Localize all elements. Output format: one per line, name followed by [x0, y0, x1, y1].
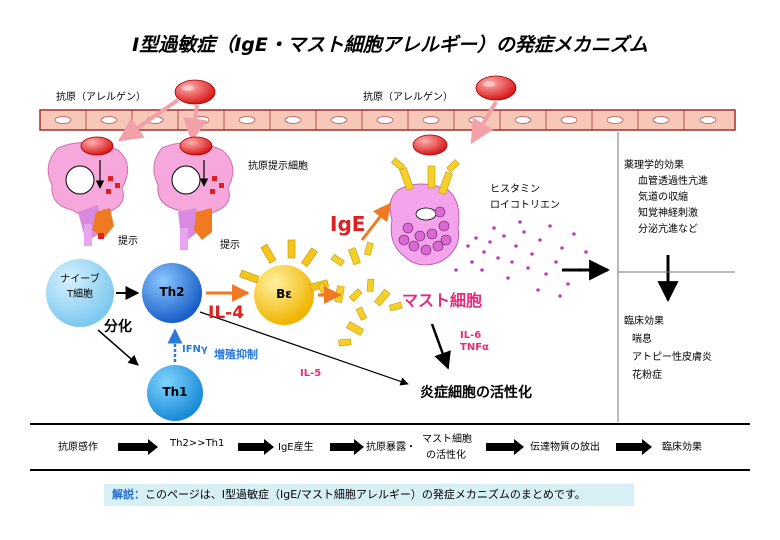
il4-label: IL-4	[208, 303, 245, 323]
antigen-presenting-cell-1	[47, 136, 129, 246]
arrow-th2-to-inflammation	[199, 311, 409, 386]
clinical-item-0: 喘息	[632, 334, 652, 345]
flow-arrows	[118, 439, 652, 455]
flow-step-th2: Th2>>Th1	[170, 438, 225, 449]
leukotriene-label: ロイコトリエン	[490, 200, 560, 211]
naive-t-line2: T細胞	[66, 289, 94, 300]
arrow-naive-to-th1	[97, 329, 139, 366]
naive-t-label: ナイーブ T細胞	[46, 270, 114, 300]
b-cell-label: Bε	[276, 287, 292, 301]
flow-step-ige: IgE産生	[278, 442, 314, 453]
pharmacological-item-2: 知覚神経刺激	[638, 208, 698, 219]
clinical-item-1: アトピー性皮膚炎	[632, 352, 712, 363]
flow-step-sensitization: 抗原感作	[58, 442, 98, 453]
present-label-1: 提示	[118, 236, 138, 247]
flow-step-exposure: 抗原暴露・	[366, 442, 416, 453]
clinical-heading: 臨床効果	[624, 316, 664, 327]
differentiation-label: 分化	[104, 319, 132, 335]
pharmacological-heading: 薬理学的効果	[624, 160, 684, 171]
tnf-label: TNFα	[460, 342, 489, 353]
mast-cell	[389, 134, 460, 266]
allergen-top-left	[174, 79, 216, 105]
explanation-text: このページは、I型過敏症（IgE/マスト細胞アレルギー）の発症メカニズムのまとめ…	[145, 488, 586, 501]
il6-label: IL-6	[460, 330, 482, 341]
naive-t-line1: ナイーブ	[60, 274, 100, 285]
naive-t-cell	[46, 259, 114, 327]
mast-cell-label: マスト細胞	[402, 291, 483, 310]
present-label-2: 提示	[220, 240, 240, 251]
arrow-mast-to-inflammation	[430, 323, 451, 370]
flow-step-clinical: 臨床効果	[662, 442, 702, 453]
page-title: I型過敏症（IgE・マスト細胞アレルギー）の発症メカニズム	[132, 34, 648, 56]
inflammation-label: 炎症細胞の活性化	[420, 385, 532, 401]
histamine-label: ヒスタミン	[490, 184, 540, 195]
arrow-allergen-to-apc1	[118, 98, 180, 142]
arrow-allergen-to-mast	[470, 100, 498, 145]
th2-label: Th2	[159, 285, 185, 299]
allergen-top-right	[475, 75, 517, 101]
mediator-release-dots	[454, 220, 588, 298]
antigen-presenting-cell-2	[153, 136, 234, 250]
flow-timeline: 抗原感作 Th2>>Th1 IgE産生 抗原暴露・ マスト細胞 の活性化 伝達物…	[30, 430, 750, 464]
flow-step-mast-line2: の活性化	[426, 450, 466, 461]
flow-step-mast-line1: マスト細胞	[422, 434, 472, 445]
allergen-label-right: 抗原（アレルゲン）	[363, 92, 453, 103]
pharmacological-item-0: 血管透過性亢進	[638, 176, 708, 187]
clinical-item-2: 花粉症	[632, 370, 662, 381]
apc-label: 抗原提示細胞	[248, 161, 308, 172]
proliferation-inhibition-label: 増殖抑制	[214, 348, 258, 361]
ifn-label: IFNγ	[182, 344, 208, 355]
explanation-note: 解説：このページは、I型過敏症（IgE/マスト細胞アレルギー）の発症メカニズムの…	[104, 484, 634, 506]
il5-label: IL-5	[300, 368, 322, 379]
flow-step-release: 伝達物質の放出	[530, 442, 600, 453]
th1-cell	[147, 365, 203, 421]
ige-label: IgE	[330, 212, 366, 236]
epithelium-layer	[39, 109, 736, 131]
explanation-key: 解説：	[112, 488, 145, 501]
ige-molecules	[317, 241, 403, 347]
arrow-allergen-to-apc2	[183, 104, 207, 143]
arrow-ige-to-mast	[360, 202, 392, 241]
allergen-label-left: 抗原（アレルゲン）	[56, 92, 146, 103]
th1-label: Th1	[162, 385, 188, 399]
th2-cell	[142, 263, 202, 323]
b-cell	[239, 239, 330, 325]
pharmacological-item-1: 気道の収縮	[638, 192, 688, 203]
pharmacological-item-3: 分泌亢進など	[638, 224, 698, 235]
